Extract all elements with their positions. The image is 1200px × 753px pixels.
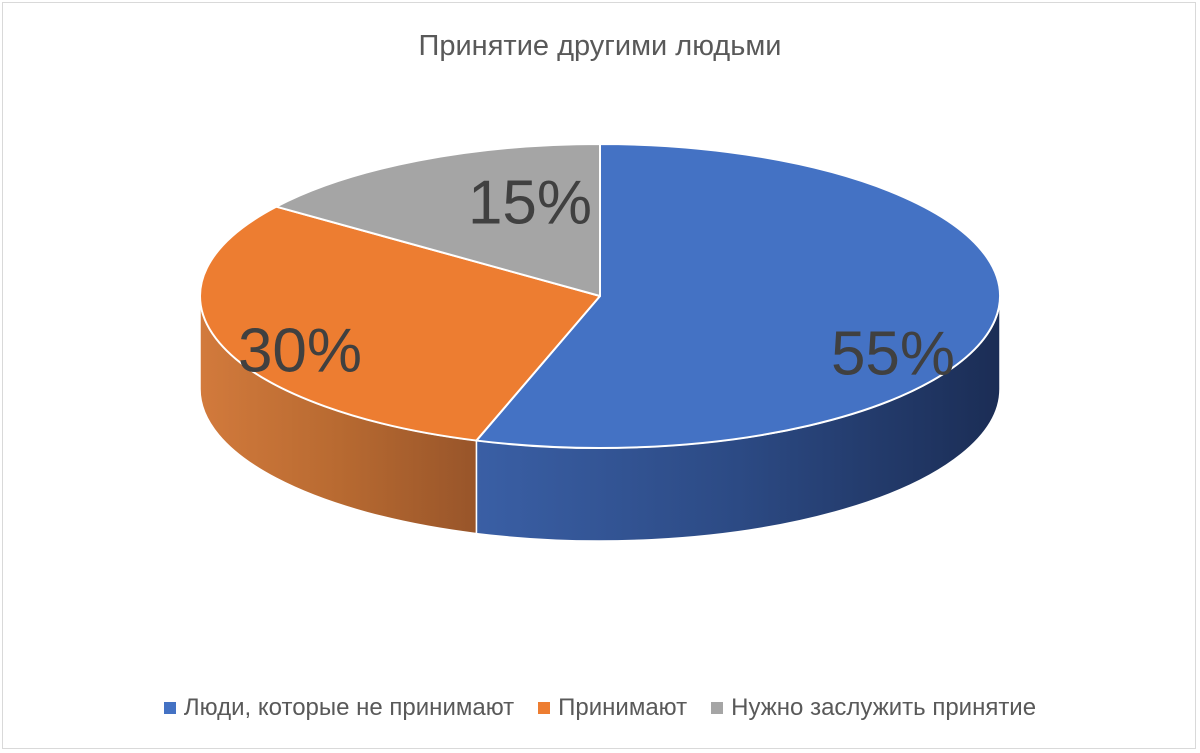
legend: Люди, которые не принимают Принимают Нуж…	[0, 694, 1200, 722]
pie-data-labels: 55% 30% 15%	[238, 168, 955, 388]
legend-swatch-accepting	[538, 702, 551, 714]
pie-slice-accepting	[199, 205, 601, 442]
data-label-not-accepting: 55%	[831, 319, 955, 388]
pie-slice-not-accepting	[475, 143, 1001, 449]
legend-swatch-not-accepting	[163, 702, 176, 714]
pie-tops	[199, 143, 1001, 449]
legend-item-accepting: Принимают	[538, 694, 687, 722]
data-label-earn-acceptance: 15%	[468, 168, 592, 237]
legend-label-earn-acceptance: Нужно заслужить принятие	[731, 694, 1037, 721]
chart-title: Принятие другими людьми	[418, 30, 782, 62]
data-label-accepting: 30%	[238, 316, 362, 385]
legend-swatch-earn-acceptance	[711, 702, 724, 714]
legend-item-not-accepting: Люди, которые не принимают	[163, 694, 515, 722]
legend-item-earn-acceptance: Нужно заслужить принятие	[711, 694, 1036, 722]
legend-label-not-accepting: Люди, которые не принимают	[183, 694, 515, 721]
pie-slice-earn-acceptance	[275, 143, 601, 297]
legend-label-accepting: Принимают	[558, 694, 688, 721]
